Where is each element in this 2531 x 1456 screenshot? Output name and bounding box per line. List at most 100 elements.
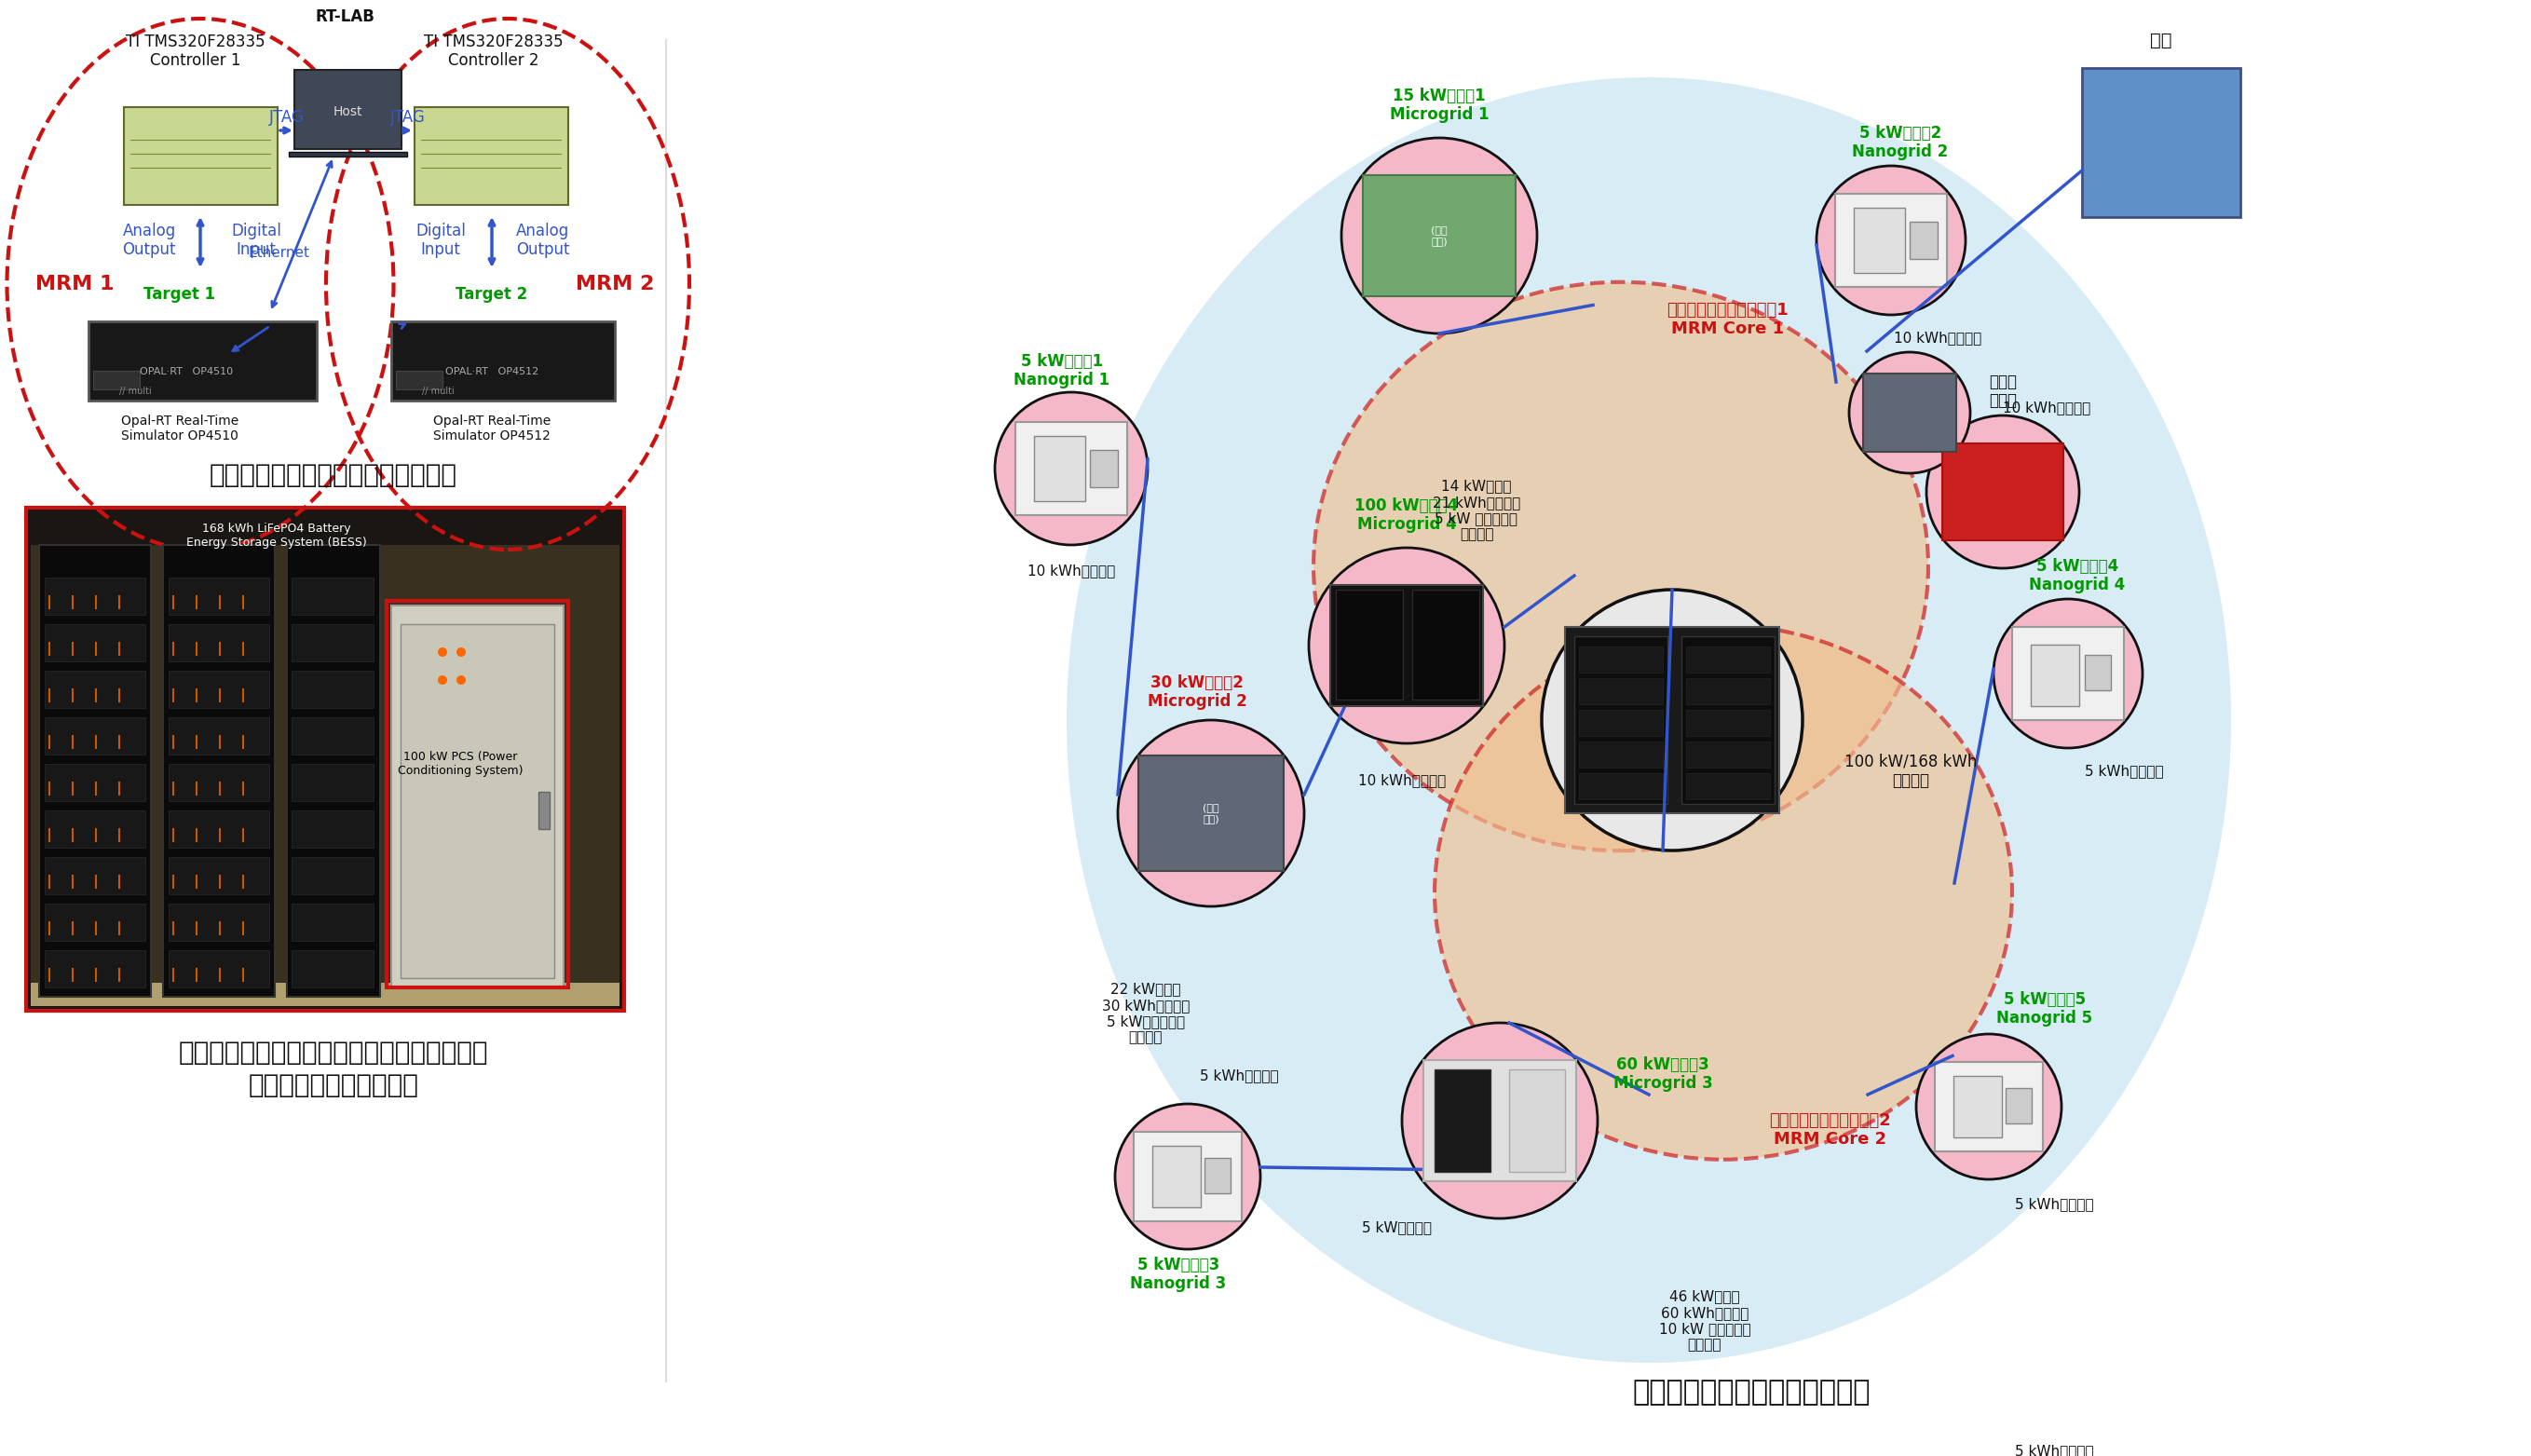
FancyBboxPatch shape	[46, 718, 144, 754]
Circle shape	[1916, 1034, 2063, 1179]
FancyBboxPatch shape	[291, 811, 375, 847]
Text: TI TMS320F28335
Controller 1: TI TMS320F28335 Controller 1	[127, 33, 266, 70]
Text: Analog
Output: Analog Output	[121, 223, 175, 258]
Text: 5 kWh儲能系統: 5 kWh儲能系統	[1200, 1069, 1278, 1083]
FancyBboxPatch shape	[1412, 590, 1478, 699]
Ellipse shape	[1314, 282, 1929, 850]
FancyBboxPatch shape	[395, 371, 443, 389]
FancyBboxPatch shape	[289, 151, 407, 156]
Text: 100 kW/168 kWh
儲能系統: 100 kW/168 kWh 儲能系統	[1845, 753, 1977, 789]
Text: 5 kW奈電網3
Nanogrid 3: 5 kW奈電網3 Nanogrid 3	[1131, 1257, 1228, 1293]
FancyBboxPatch shape	[1853, 208, 1906, 272]
Text: Analog
Output: Analog Output	[516, 223, 569, 258]
Text: MRM 2: MRM 2	[575, 275, 653, 294]
Text: Target 2: Target 2	[456, 285, 529, 303]
Text: 10 kWh儲能系統: 10 kWh儲能系統	[1028, 563, 1116, 578]
Text: 168 kWh LiFePO4 Battery
Energy Storage System (BESS): 168 kWh LiFePO4 Battery Energy Storage S…	[187, 523, 367, 549]
FancyBboxPatch shape	[1574, 636, 1668, 804]
Circle shape	[456, 648, 466, 657]
FancyBboxPatch shape	[291, 718, 375, 754]
FancyBboxPatch shape	[392, 606, 564, 987]
Circle shape	[1119, 721, 1303, 907]
FancyBboxPatch shape	[1941, 444, 2063, 540]
Circle shape	[1817, 166, 1967, 314]
Circle shape	[1994, 598, 2144, 748]
FancyBboxPatch shape	[1911, 221, 1939, 259]
FancyBboxPatch shape	[1579, 741, 1663, 767]
Text: Host: Host	[332, 105, 362, 118]
FancyBboxPatch shape	[1435, 1069, 1491, 1172]
Text: 本技術之系統及驗證場域架構圖: 本技術之系統及驗證場域架構圖	[1632, 1379, 1870, 1406]
Text: 10 kWh儲能系統: 10 kWh儲能系統	[1359, 773, 1445, 788]
Text: 100 kW PCS (Power
Conditioning System): 100 kW PCS (Power Conditioning System)	[397, 751, 524, 778]
Ellipse shape	[1435, 625, 2012, 1159]
Text: 模組化聚落式微電網核心1
MRM Core 1: 模組化聚落式微電網核心1 MRM Core 1	[1668, 301, 1789, 338]
Text: Opal-RT Real-Time
Simulator OP4510: Opal-RT Real-Time Simulator OP4510	[121, 415, 238, 443]
FancyBboxPatch shape	[170, 764, 268, 801]
FancyBboxPatch shape	[1336, 590, 1402, 699]
Text: 市電: 市電	[2151, 31, 2172, 50]
Text: OPAL·RT   OP4510: OPAL·RT OP4510	[139, 367, 233, 376]
FancyBboxPatch shape	[1579, 773, 1663, 799]
FancyBboxPatch shape	[291, 625, 375, 661]
FancyBboxPatch shape	[1579, 678, 1663, 705]
FancyBboxPatch shape	[1954, 1076, 2002, 1137]
FancyBboxPatch shape	[291, 951, 375, 987]
FancyBboxPatch shape	[291, 904, 375, 941]
FancyBboxPatch shape	[1681, 636, 1774, 804]
FancyBboxPatch shape	[415, 108, 569, 205]
FancyBboxPatch shape	[291, 578, 375, 614]
Text: 5 kW產氪系統: 5 kW產氪系統	[1362, 1220, 1433, 1235]
FancyBboxPatch shape	[291, 764, 375, 801]
Text: 5 kW奈電網5
Nanogrid 5: 5 kW奈電網5 Nanogrid 5	[1997, 990, 2093, 1026]
FancyBboxPatch shape	[46, 764, 144, 801]
Text: 15 kW微電網1
Microgrid 1: 15 kW微電網1 Microgrid 1	[1390, 87, 1488, 124]
Text: 10 kWh儲能系統: 10 kWh儲能系統	[1893, 331, 1982, 345]
Text: 100 kW微電網4
Microgrid 4: 100 kW微電網4 Microgrid 4	[1354, 496, 1458, 533]
FancyBboxPatch shape	[1508, 1069, 1564, 1172]
FancyBboxPatch shape	[400, 625, 554, 978]
FancyBboxPatch shape	[1579, 646, 1663, 673]
Text: 5 kWh儲能系統: 5 kWh儲能系統	[2015, 1444, 2093, 1456]
Text: Digital
Input: Digital Input	[230, 223, 281, 258]
FancyBboxPatch shape	[1152, 1146, 1200, 1207]
FancyBboxPatch shape	[46, 671, 144, 708]
Text: 本技術用以進行模組化聚落式微電網核心電力: 本技術用以進行模組化聚落式微電網核心電力	[180, 1040, 488, 1066]
FancyBboxPatch shape	[1331, 585, 1483, 706]
FancyBboxPatch shape	[170, 671, 268, 708]
Text: JTAG: JTAG	[268, 109, 304, 125]
FancyBboxPatch shape	[1686, 711, 1769, 735]
FancyBboxPatch shape	[1835, 194, 1946, 287]
FancyBboxPatch shape	[89, 322, 316, 400]
Text: TI TMS320F28335
Controller 2: TI TMS320F28335 Controller 2	[425, 33, 564, 70]
Circle shape	[995, 392, 1147, 545]
FancyBboxPatch shape	[162, 545, 276, 997]
FancyBboxPatch shape	[46, 578, 144, 614]
FancyBboxPatch shape	[30, 983, 620, 1006]
FancyBboxPatch shape	[1934, 1061, 2043, 1152]
Ellipse shape	[1066, 77, 2230, 1363]
FancyBboxPatch shape	[1134, 1131, 1243, 1222]
FancyBboxPatch shape	[38, 545, 152, 997]
FancyBboxPatch shape	[170, 718, 268, 754]
Text: (建物
照片): (建物 照片)	[1430, 226, 1448, 246]
FancyBboxPatch shape	[46, 951, 144, 987]
FancyBboxPatch shape	[1422, 1060, 1577, 1181]
Text: 46 kW太陽能
60 kWh儲能系統
10 kW 甲醒重組氪
燃料電池: 46 kW太陽能 60 kWh儲能系統 10 kW 甲醒重組氪 燃料電池	[1658, 1290, 1751, 1353]
FancyBboxPatch shape	[2005, 1088, 2032, 1124]
Text: Digital
Input: Digital Input	[415, 223, 466, 258]
FancyBboxPatch shape	[170, 858, 268, 894]
FancyBboxPatch shape	[286, 545, 380, 997]
FancyBboxPatch shape	[46, 625, 144, 661]
FancyBboxPatch shape	[1139, 756, 1283, 871]
Text: 10 kWh儲能系統: 10 kWh儲能系統	[2002, 400, 2091, 415]
Text: (室內
照片): (室內 照片)	[1202, 804, 1220, 823]
Text: 5 kW奈電網2
Nanogrid 2: 5 kW奈電網2 Nanogrid 2	[1853, 124, 1949, 160]
FancyBboxPatch shape	[124, 108, 278, 205]
Text: Opal-RT Real-Time
Simulator OP4512: Opal-RT Real-Time Simulator OP4512	[433, 415, 552, 443]
Text: Target 1: Target 1	[144, 285, 215, 303]
FancyBboxPatch shape	[1205, 1158, 1230, 1194]
Text: OPAL·RT   OP4512: OPAL·RT OP4512	[445, 367, 539, 376]
Text: JTAG: JTAG	[390, 109, 425, 125]
Text: 示範型
電動車: 示範型 電動車	[1989, 373, 2017, 409]
